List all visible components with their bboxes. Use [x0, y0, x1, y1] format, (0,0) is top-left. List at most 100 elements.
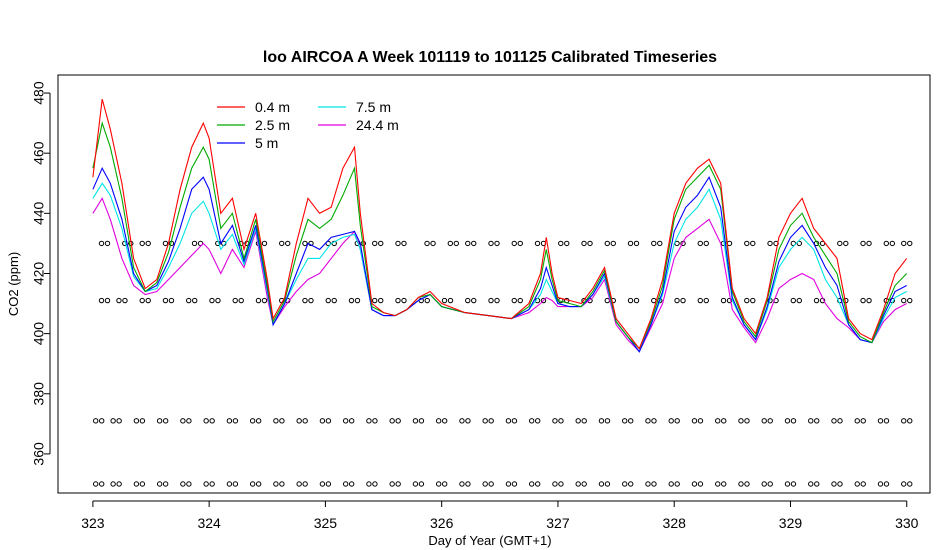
calibration-point — [232, 481, 239, 487]
calibration-point — [674, 481, 680, 487]
calibration-point — [249, 418, 256, 424]
calibration-point — [697, 481, 704, 487]
calibration-point — [703, 297, 709, 304]
calibration-point — [435, 418, 442, 424]
legend-label: 2.5 m — [255, 117, 290, 133]
calibration-point — [482, 481, 488, 487]
x-tick-label: 329 — [779, 515, 803, 531]
calibration-point — [558, 481, 564, 487]
calibration-point — [668, 418, 674, 424]
calibration-point — [395, 297, 401, 304]
x-tick-label: 324 — [197, 515, 221, 531]
x-tick-label: 330 — [895, 515, 919, 531]
x-axis-title: Day of Year (GMT+1) — [428, 533, 551, 548]
calibration-point — [720, 297, 727, 304]
calibration-point — [139, 481, 146, 487]
calibration-point — [319, 481, 326, 487]
series-line-2-5-m — [92, 120, 908, 350]
calibration-point — [162, 418, 169, 424]
calibration-point — [186, 481, 192, 487]
calibration-point — [907, 481, 913, 487]
calibration-point — [726, 297, 733, 304]
calibration-point — [342, 481, 349, 487]
calibration-point — [465, 297, 471, 304]
calibration-point — [395, 418, 401, 424]
calibration-point — [901, 297, 907, 304]
calibration-point — [92, 481, 99, 487]
legend-label: 7.5 m — [356, 99, 391, 115]
calibration-point — [418, 481, 425, 487]
calibration-point — [610, 240, 616, 247]
calibration-point — [622, 418, 628, 424]
calibration-point — [796, 297, 802, 304]
calibration-point — [680, 240, 686, 247]
calibration-point — [715, 418, 721, 424]
calibration-point — [249, 481, 256, 487]
calibration-point — [133, 481, 140, 487]
calibration-point — [116, 418, 122, 424]
calibration-point — [122, 297, 128, 304]
calibration-point — [378, 240, 384, 247]
calibration-point — [372, 240, 378, 247]
calibration-point — [279, 240, 285, 247]
calibration-point — [255, 418, 262, 424]
calibration-point — [628, 481, 634, 487]
calibration-point — [901, 240, 907, 247]
calibration-point — [552, 418, 558, 424]
calibration-point — [459, 481, 465, 487]
calibration-point — [296, 481, 302, 487]
calibration-point — [180, 418, 186, 424]
calibration-point — [581, 418, 587, 424]
calibration-point — [98, 418, 105, 424]
calibration-point — [517, 297, 523, 304]
calibration-point — [139, 240, 145, 247]
calibration-point — [738, 481, 744, 487]
calibration-point — [378, 297, 384, 304]
x-tick-label: 328 — [663, 515, 687, 531]
calibration-point — [744, 240, 750, 247]
calibration-point — [465, 240, 471, 247]
calibration-point — [430, 240, 436, 247]
calibration-point — [564, 240, 570, 247]
calibration-point — [860, 240, 866, 247]
calibration-point — [668, 481, 674, 487]
calibration-point — [860, 481, 866, 487]
calibration-point — [697, 240, 703, 247]
calibration-point — [192, 297, 198, 304]
calibration-point — [186, 418, 192, 424]
calibration-point — [581, 240, 587, 247]
y-axis-title: CO2 (ppm) — [6, 252, 21, 316]
calibration-point — [645, 418, 651, 424]
calibration-point — [883, 418, 890, 424]
calibration-point — [494, 297, 500, 304]
calibration-point — [261, 297, 268, 304]
y-tick-label: 400 — [31, 322, 47, 346]
calibration-point — [628, 418, 634, 424]
calibration-point — [540, 297, 547, 304]
calibration-point — [215, 297, 221, 304]
calibration-point — [767, 240, 773, 247]
calibration-point — [401, 240, 407, 247]
calibration-point — [860, 418, 866, 424]
calibration-point — [98, 481, 105, 487]
calibration-point — [703, 240, 709, 247]
calibration-point — [465, 481, 471, 487]
calibration-point — [674, 418, 680, 424]
calibration-point — [744, 418, 750, 424]
calibration-point — [232, 418, 239, 424]
calibration-point — [209, 481, 215, 487]
calibration-point — [424, 297, 430, 304]
calibration-point — [581, 481, 587, 487]
calibration-point — [209, 297, 215, 304]
calibration-point — [627, 297, 634, 304]
calibration-point — [721, 418, 727, 424]
calibration-point — [604, 240, 610, 247]
calibration-point — [604, 481, 611, 487]
calibration-point — [627, 240, 634, 247]
calibration-point — [907, 418, 913, 424]
calibration-point — [325, 297, 331, 304]
calibration-point — [471, 297, 477, 304]
calibration-point — [139, 418, 146, 424]
calibration-point — [680, 297, 686, 304]
